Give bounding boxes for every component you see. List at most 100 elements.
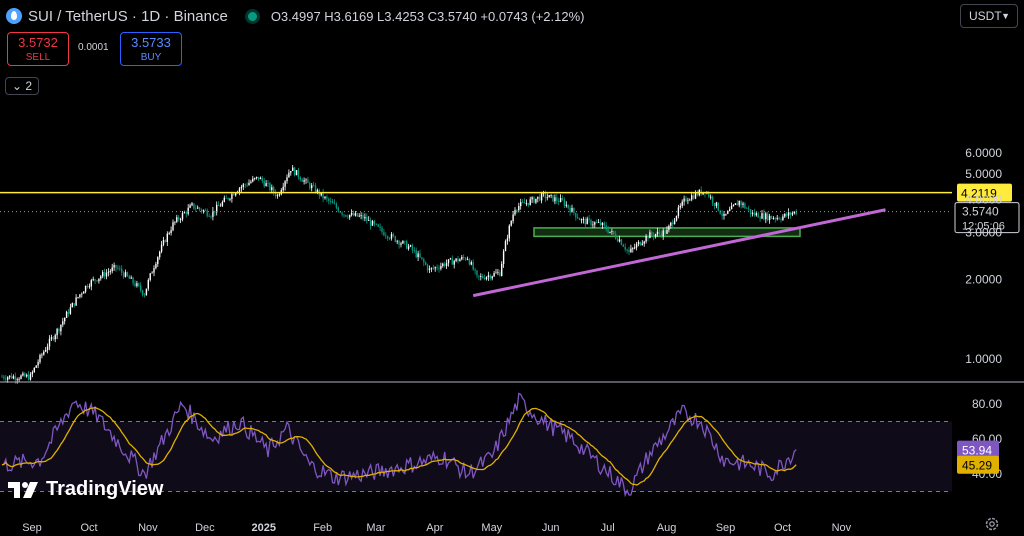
candle xyxy=(618,235,621,243)
candle-body xyxy=(662,230,664,237)
candle xyxy=(79,294,81,299)
candle xyxy=(147,278,149,291)
candle-body xyxy=(43,351,45,355)
candle-body xyxy=(103,272,106,277)
candle-body xyxy=(271,187,273,191)
candle-body xyxy=(331,201,334,204)
candle-body xyxy=(117,267,119,269)
candle xyxy=(100,274,102,281)
candle-body xyxy=(626,249,628,251)
symbol-title[interactable]: SUI / TetherUS · 1D · Binance xyxy=(28,7,228,25)
candle xyxy=(748,205,750,211)
candle xyxy=(286,174,288,184)
candle-body xyxy=(312,185,315,187)
candle-body xyxy=(558,200,560,203)
candle-body xyxy=(235,193,237,196)
candle xyxy=(52,335,54,341)
candle-body xyxy=(615,234,617,239)
candle-body xyxy=(645,236,647,242)
candle-body xyxy=(373,220,376,224)
candle xyxy=(274,189,277,199)
candle-body xyxy=(653,234,655,237)
candle xyxy=(12,374,15,380)
candle xyxy=(537,196,539,203)
candle-body xyxy=(748,208,750,210)
candle-body xyxy=(504,241,507,252)
candle xyxy=(261,176,263,184)
candle-body xyxy=(31,371,34,375)
candle-body xyxy=(119,268,121,270)
candle-body xyxy=(784,213,786,217)
settings-gear-icon[interactable] xyxy=(984,516,1000,532)
candle xyxy=(24,372,26,377)
candle-body xyxy=(255,176,258,179)
candle xyxy=(191,202,193,207)
candle xyxy=(292,165,294,172)
resistance-tag-text: 4.2119 xyxy=(961,187,997,201)
currency-selector[interactable]: USDT ▼ xyxy=(960,4,1018,28)
sell-label: SELL xyxy=(25,52,51,63)
candle-body xyxy=(290,171,292,173)
candle xyxy=(284,180,286,191)
candle xyxy=(77,296,79,299)
candle xyxy=(594,221,596,228)
candle xyxy=(459,258,461,262)
candle-body xyxy=(635,244,638,248)
candle xyxy=(282,182,284,193)
candle-body xyxy=(379,226,381,228)
candle-body xyxy=(208,215,210,217)
indicators-toggle-button[interactable]: ⌄ 2 xyxy=(5,77,39,95)
candle-body xyxy=(421,257,423,260)
candle-body xyxy=(605,225,607,230)
candle xyxy=(710,194,712,200)
sui-logo-icon xyxy=(6,8,22,24)
candle-body xyxy=(660,233,662,237)
candle-body xyxy=(311,185,313,189)
candle xyxy=(307,176,309,183)
candle-body xyxy=(466,259,469,260)
candle xyxy=(159,250,161,260)
candle-body xyxy=(692,195,695,199)
candle xyxy=(641,240,643,246)
candle xyxy=(54,333,56,343)
price-axis-label-4: 5.0000 xyxy=(965,167,1002,181)
candle xyxy=(694,190,697,200)
candle-body xyxy=(432,267,434,269)
candle-body xyxy=(168,232,170,234)
candle-body xyxy=(413,250,415,251)
spread-value: 0.0001 xyxy=(78,42,109,53)
candle-body xyxy=(202,210,205,212)
candle xyxy=(71,302,73,308)
candle-body xyxy=(297,170,300,178)
candle xyxy=(487,271,490,281)
candle xyxy=(478,275,480,281)
candle xyxy=(27,371,30,381)
candle xyxy=(107,268,110,277)
candle xyxy=(527,202,529,208)
buy-button[interactable]: 3.5733 BUY xyxy=(120,32,182,66)
candle xyxy=(392,232,395,238)
candle xyxy=(3,374,5,381)
ascending-trendline[interactable] xyxy=(472,208,886,298)
candle xyxy=(309,181,311,191)
candle-body xyxy=(552,195,554,202)
candle xyxy=(468,258,471,266)
chart-header: SUI / TetherUS · 1D · Binance O3.4997 H3… xyxy=(6,5,585,27)
sell-button[interactable]: 3.5732 SELL xyxy=(7,32,69,66)
candle-body xyxy=(352,212,355,216)
candle xyxy=(221,200,224,208)
candle xyxy=(301,177,303,182)
candle-body xyxy=(713,203,716,206)
candle xyxy=(179,217,182,224)
candle-body xyxy=(305,179,307,181)
candle xyxy=(331,198,334,204)
last-price-text: 3.5740 xyxy=(962,205,999,219)
candle-body xyxy=(687,200,689,202)
candle-body xyxy=(457,258,459,262)
candle xyxy=(615,230,617,240)
candle-body xyxy=(166,233,168,242)
time-axis-label-0: Sep xyxy=(22,522,42,534)
candle xyxy=(506,234,509,245)
candle xyxy=(132,276,134,286)
